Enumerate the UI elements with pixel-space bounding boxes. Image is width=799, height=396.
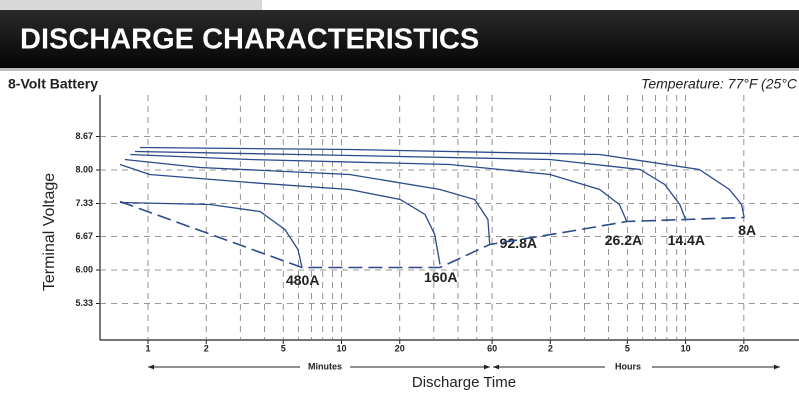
x-tick-label: 5	[625, 343, 630, 353]
x-tick-label: 1	[145, 343, 150, 353]
chart-title: DISCHARGE CHARACTERISTICS	[20, 24, 479, 56]
minutes-label: Minutes	[308, 361, 342, 371]
x-axis-label: Discharge Time	[412, 374, 516, 391]
x-tick-label: 10	[336, 343, 346, 353]
discharge-curve	[119, 201, 303, 268]
curve-label: 8A	[738, 222, 756, 238]
banner-rule	[0, 68, 799, 71]
curve-label: 160A	[424, 269, 457, 285]
curve-label: 26.2A	[605, 232, 642, 248]
y-tick-label: 6.67	[75, 231, 93, 241]
y-tick-label: 6.00	[75, 264, 93, 274]
y-tick-label: 5.33	[75, 298, 93, 308]
banner	[0, 10, 799, 68]
y-axis-label: Terminal Voltage	[41, 173, 58, 291]
subtitle: 8-Volt Battery	[8, 76, 98, 92]
discharge-curve	[119, 163, 441, 265]
x-tick-label: 5	[281, 343, 286, 353]
x-tick-label: 2	[204, 343, 209, 353]
x-tick-label: 20	[739, 343, 749, 353]
curve-label: 92.8A	[500, 235, 537, 251]
discharge-curve	[130, 153, 628, 222]
curve-label: 480A	[286, 272, 319, 288]
discharge-curve	[140, 146, 745, 218]
y-tick-label: 8.00	[75, 164, 93, 174]
discharge-curve	[124, 158, 491, 245]
hours-label: Hours	[615, 361, 641, 371]
y-tick-label: 8.67	[75, 131, 93, 141]
x-tick-label: 10	[681, 343, 691, 353]
discharge-curve	[134, 150, 687, 220]
top-strip	[0, 0, 262, 10]
temperature-note: Temperature: 77°F (25°C	[641, 76, 798, 92]
y-tick-label: 7.33	[75, 198, 93, 208]
curve-label: 14.4A	[668, 232, 705, 248]
x-tick-label: 60	[487, 343, 497, 353]
x-tick-label: 2	[548, 343, 553, 353]
x-tick-label: 20	[395, 343, 405, 353]
cutoff-line	[119, 200, 745, 269]
